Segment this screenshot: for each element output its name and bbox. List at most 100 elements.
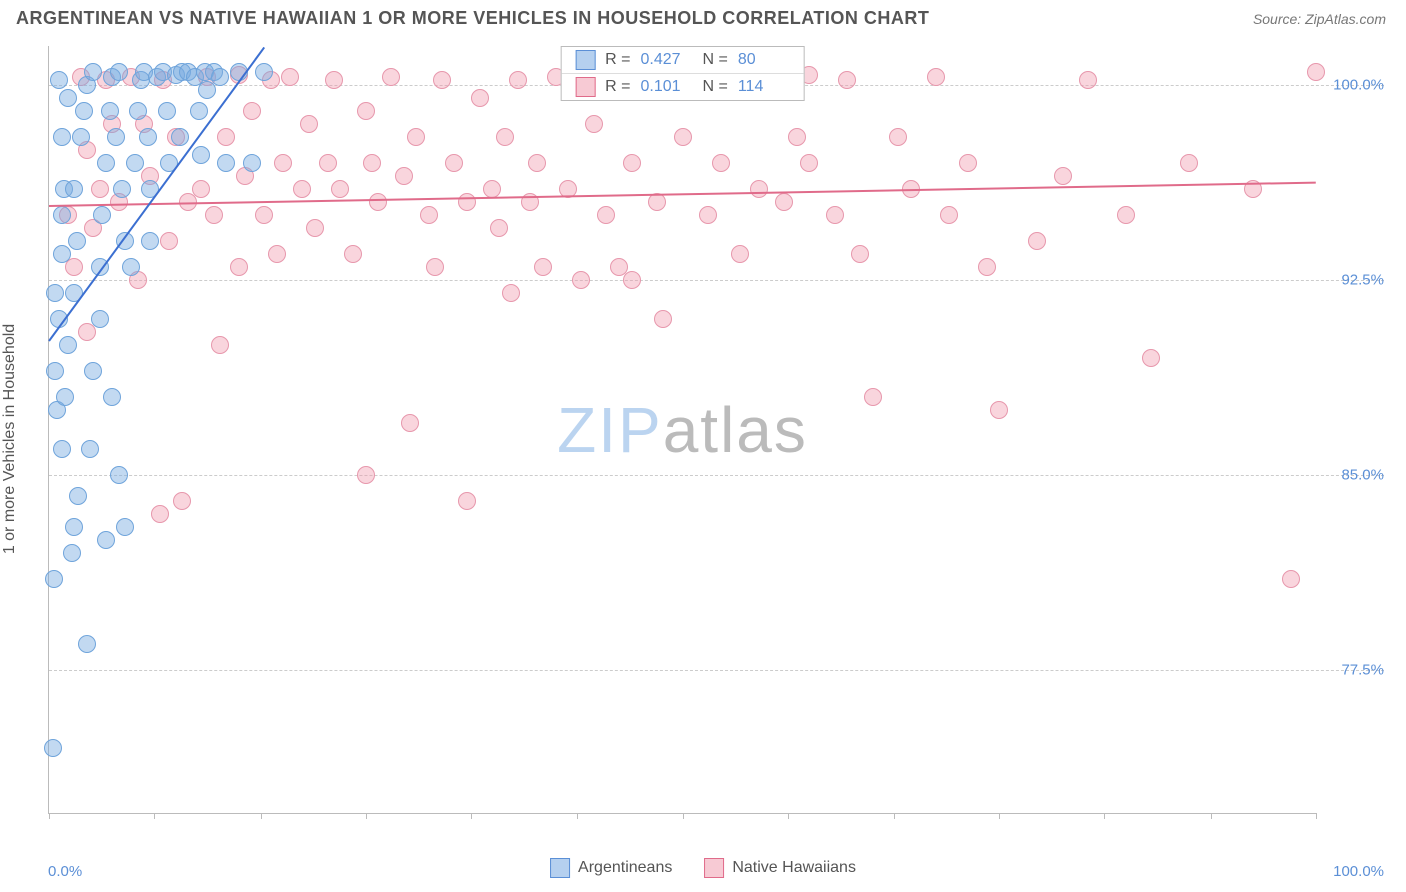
scatter-point — [990, 401, 1008, 419]
scatter-point — [69, 487, 87, 505]
x-tick-mark — [366, 813, 367, 819]
scatter-point — [1117, 206, 1135, 224]
scatter-point — [45, 570, 63, 588]
scatter-point — [46, 284, 64, 302]
scatter-point — [75, 102, 93, 120]
scatter-point — [113, 180, 131, 198]
scatter-point — [433, 71, 451, 89]
scatter-point — [331, 180, 349, 198]
scatter-point — [91, 180, 109, 198]
scatter-point — [534, 258, 552, 276]
source-attribution: Source: ZipAtlas.com — [1253, 11, 1386, 27]
x-tick-mark — [471, 813, 472, 819]
y-tick-label: 100.0% — [1322, 77, 1384, 94]
scatter-point — [230, 258, 248, 276]
scatter-point — [363, 154, 381, 172]
scatter-point — [281, 68, 299, 86]
scatter-point — [1180, 154, 1198, 172]
x-tick-mark — [261, 813, 262, 819]
scatter-point — [369, 193, 387, 211]
chart-area: 1 or more Vehicles in Household R = 0.42… — [16, 46, 1386, 832]
scatter-point — [502, 284, 520, 302]
scatter-point — [173, 492, 191, 510]
scatter-point — [160, 232, 178, 250]
scatter-point — [1028, 232, 1046, 250]
plot-region: R = 0.427 N = 80 R = 0.101 N = 114 ZIPat… — [48, 46, 1316, 814]
scatter-point — [838, 71, 856, 89]
scatter-point — [572, 271, 590, 289]
scatter-point — [139, 128, 157, 146]
x-tick-mark — [1104, 813, 1105, 819]
scatter-point — [597, 206, 615, 224]
scatter-point — [110, 466, 128, 484]
scatter-point — [274, 154, 292, 172]
scatter-point — [211, 336, 229, 354]
x-tick-mark — [788, 813, 789, 819]
scatter-point — [458, 193, 476, 211]
scatter-point — [255, 63, 273, 81]
x-tick-mark — [683, 813, 684, 819]
scatter-point — [65, 518, 83, 536]
gridline — [49, 475, 1384, 476]
scatter-point — [300, 115, 318, 133]
legend: Argentineans Native Hawaiians — [550, 858, 856, 878]
legend-item-native-hawaiians: Native Hawaiians — [704, 858, 856, 878]
scatter-point — [63, 544, 81, 562]
legend-swatch-pink — [704, 858, 724, 878]
n-value-blue: 80 — [738, 51, 790, 69]
watermark: ZIPatlas — [557, 393, 808, 467]
scatter-point — [407, 128, 425, 146]
scatter-point — [1307, 63, 1325, 81]
x-tick-mark — [49, 813, 50, 819]
scatter-point — [395, 167, 413, 185]
scatter-point — [445, 154, 463, 172]
scatter-point — [110, 63, 128, 81]
y-axis-label: 1 or more Vehicles in Household — [1, 324, 19, 554]
scatter-point — [319, 154, 337, 172]
y-tick-label: 77.5% — [1322, 662, 1384, 679]
scatter-point — [158, 102, 176, 120]
scatter-point — [255, 206, 273, 224]
scatter-point — [940, 206, 958, 224]
scatter-point — [1282, 570, 1300, 588]
scatter-point — [171, 128, 189, 146]
x-tick-mark — [1316, 813, 1317, 819]
scatter-point — [344, 245, 362, 263]
regression-line — [49, 181, 1316, 206]
y-tick-label: 92.5% — [1322, 272, 1384, 289]
scatter-point — [103, 388, 121, 406]
scatter-point — [44, 739, 62, 757]
scatter-point — [826, 206, 844, 224]
scatter-point — [357, 102, 375, 120]
scatter-point — [927, 68, 945, 86]
n-label: N = — [703, 78, 728, 96]
scatter-point — [122, 258, 140, 276]
n-label: N = — [703, 51, 728, 69]
scatter-point — [65, 258, 83, 276]
scatter-point — [65, 180, 83, 198]
scatter-point — [84, 63, 102, 81]
scatter-point — [205, 206, 223, 224]
scatter-point — [585, 115, 603, 133]
legend-item-argentineans: Argentineans — [550, 858, 672, 878]
scatter-point — [528, 154, 546, 172]
scatter-point — [101, 102, 119, 120]
chart-title: ARGENTINEAN VS NATIVE HAWAIIAN 1 OR MORE… — [16, 8, 929, 29]
scatter-point — [190, 102, 208, 120]
scatter-point — [217, 154, 235, 172]
scatter-point — [243, 154, 261, 172]
scatter-point — [97, 531, 115, 549]
gridline — [49, 670, 1384, 671]
scatter-point — [268, 245, 286, 263]
scatter-point — [50, 71, 68, 89]
scatter-point — [126, 154, 144, 172]
scatter-point — [81, 440, 99, 458]
scatter-point — [217, 128, 235, 146]
r-value-pink: 0.101 — [641, 78, 693, 96]
scatter-point — [56, 388, 74, 406]
scatter-point — [141, 232, 159, 250]
correlation-stats-box: R = 0.427 N = 80 R = 0.101 N = 114 — [560, 46, 805, 101]
scatter-point — [426, 258, 444, 276]
scatter-point — [46, 362, 64, 380]
gridline — [49, 280, 1384, 281]
